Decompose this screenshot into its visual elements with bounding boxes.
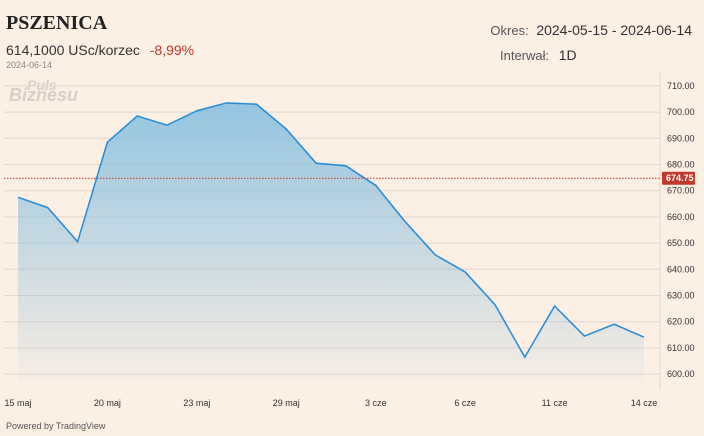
x-tick-label: 6 cze xyxy=(454,398,476,408)
instrument-title: PSZENICA xyxy=(6,12,108,34)
y-tick-label: 600.00 xyxy=(667,369,695,379)
price-line xyxy=(17,102,645,359)
x-tick-label: 20 maj xyxy=(94,398,121,408)
period-range[interactable]: Okres: 2024-05-15 - 2024-06-14 xyxy=(490,22,692,38)
y-tick-label: 660.00 xyxy=(667,212,695,222)
interval-label: Interwał: xyxy=(500,48,550,63)
svg-text:674.75: 674.75 xyxy=(666,173,694,183)
y-tick-label: 680.00 xyxy=(667,159,695,169)
y-tick-label: 630.00 xyxy=(667,291,695,301)
y-tick-label: 700.00 xyxy=(667,107,695,117)
interval-selector[interactable]: Interwał: 1D xyxy=(500,47,577,63)
y-tick-label: 690.00 xyxy=(667,133,695,143)
quote-date: 2024-06-14 xyxy=(6,60,53,70)
period-value[interactable]: 2024-05-15 - 2024-06-14 xyxy=(536,22,692,38)
y-tick-label: 710.00 xyxy=(667,81,695,91)
y-tick-label: 640.00 xyxy=(667,264,695,274)
price-change: -8,99% xyxy=(149,42,195,58)
y-tick-label: 610.00 xyxy=(667,343,695,353)
interval-value[interactable]: 1D xyxy=(558,47,577,63)
x-tick-label: 14 cze xyxy=(631,398,658,408)
y-tick-label: 650.00 xyxy=(667,238,695,248)
price-row: 614,1000 USc/korzec -8,99% xyxy=(6,42,194,58)
y-tick-label: 670.00 xyxy=(667,186,695,196)
x-tick-label: 23 maj xyxy=(183,398,210,408)
y-tick-label: 620.00 xyxy=(667,317,695,327)
period-label: Okres: xyxy=(490,23,529,38)
powered-by-tradingview[interactable]: Powered by TradingView xyxy=(6,421,106,431)
x-tick-label: 3 cze xyxy=(365,398,387,408)
last-price: 614,1000 USc/korzec xyxy=(6,42,140,58)
price-area xyxy=(18,102,644,383)
x-tick-label: 11 cze xyxy=(542,398,568,408)
x-tick-label: 29 maj xyxy=(273,398,300,408)
puls-biznesu-logo: Puls Biznesu xyxy=(9,77,79,105)
current-price-marker: 674.75 xyxy=(662,171,695,185)
x-tick-label: 15 maj xyxy=(4,398,31,408)
